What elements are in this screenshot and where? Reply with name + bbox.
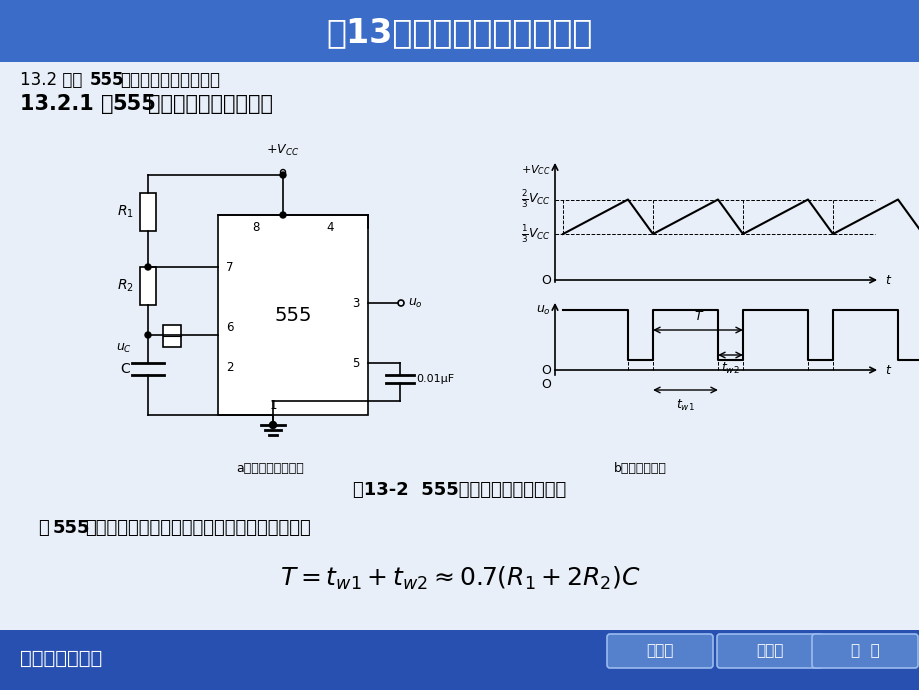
Text: a）外部连线原理图: a）外部连线原理图 [236, 462, 303, 475]
Text: 1: 1 [269, 399, 277, 411]
Bar [218, 215, 368, 415]
Text: $u_o$: $u_o$ [407, 297, 423, 310]
Text: 555: 555 [274, 306, 312, 324]
Circle shape [145, 264, 151, 270]
Text: 7: 7 [226, 261, 233, 273]
Text: 0.01μF: 0.01μF [415, 374, 454, 384]
Text: 6: 6 [226, 320, 233, 333]
Text: 8: 8 [252, 221, 259, 233]
Circle shape [145, 332, 151, 338]
Text: 13.2.1 用: 13.2.1 用 [20, 94, 113, 114]
Bar [0, 62, 919, 630]
Circle shape [269, 422, 277, 428]
Text: O: O [540, 273, 550, 286]
Text: 电路的输出端就获得一个矩形波，其振荡周期为: 电路的输出端就获得一个矩形波，其振荡周期为 [85, 519, 311, 537]
Text: 上一页: 上一页 [646, 644, 673, 658]
Text: $t_{w2}$: $t_{w2}$ [720, 361, 739, 376]
Bar [0, 0, 919, 62]
Text: $\frac{1}{3}V_{CC}$: $\frac{1}{3}V_{CC}$ [520, 223, 550, 245]
Text: T: T [694, 310, 701, 323]
Circle shape [279, 172, 286, 178]
Text: O: O [540, 364, 550, 377]
Bar [163, 325, 181, 347]
Text: $u_o$: $u_o$ [536, 304, 550, 317]
Text: $+V_{CC}$: $+V_{CC}$ [521, 163, 550, 177]
Text: t: t [884, 273, 889, 286]
Text: O: O [540, 378, 550, 391]
Text: 定时器构成多谐振荡器: 定时器构成多谐振荡器 [148, 94, 273, 114]
Text: t: t [884, 364, 889, 377]
FancyBboxPatch shape [716, 634, 823, 668]
Text: 5: 5 [352, 357, 359, 370]
Bar [0, 630, 919, 690]
Text: 2: 2 [226, 360, 233, 373]
Bar [140, 193, 156, 231]
Text: $+V_{CC}$: $+V_{CC}$ [267, 143, 300, 158]
Text: $u_C$: $u_C$ [116, 342, 131, 355]
Text: 退  出: 退 出 [850, 644, 879, 658]
Text: 13.2 集成: 13.2 集成 [20, 71, 83, 89]
Text: 3: 3 [352, 297, 359, 310]
Text: $R_2$: $R_2$ [117, 278, 134, 294]
Text: 下一页: 下一页 [755, 644, 783, 658]
Text: 机械工业出版社: 机械工业出版社 [20, 649, 102, 667]
Text: 定时器的基本应用电路: 定时器的基本应用电路 [119, 71, 220, 89]
Text: C: C [120, 362, 130, 376]
Text: 第13章集成定时器及其应用: 第13章集成定时器及其应用 [326, 17, 593, 50]
Text: b）工作波形图: b）工作波形图 [613, 462, 665, 475]
Circle shape [279, 212, 286, 218]
FancyBboxPatch shape [811, 634, 917, 668]
Text: $R_1$: $R_1$ [117, 204, 134, 220]
Text: $T = t_{w1} + t_{w2} \approx 0.7(R_1 + 2R_2)C$: $T = t_{w1} + t_{w2} \approx 0.7(R_1 + 2… [279, 564, 640, 591]
Text: $\frac{2}{3}V_{CC}$: $\frac{2}{3}V_{CC}$ [520, 188, 550, 210]
Text: 图13-2  555电路构成的多谐振荡器: 图13-2 555电路构成的多谐振荡器 [353, 481, 566, 499]
Bar [140, 267, 156, 305]
Text: 在: 在 [38, 519, 49, 537]
Text: 555: 555 [90, 71, 124, 89]
Text: 4: 4 [326, 221, 334, 233]
Text: 555: 555 [53, 519, 90, 537]
FancyBboxPatch shape [607, 634, 712, 668]
Wedge shape [0, 0, 220, 62]
Text: $t_{w1}$: $t_{w1}$ [675, 398, 694, 413]
Text: 555: 555 [112, 94, 155, 114]
